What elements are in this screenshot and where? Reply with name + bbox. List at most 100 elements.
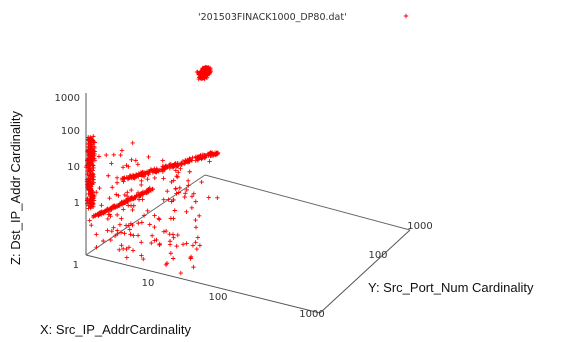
- data-point: [114, 180, 120, 185]
- data-point: [91, 134, 96, 139]
- y-tick-label: 1000: [407, 221, 432, 232]
- data-point: [91, 139, 96, 145]
- data-point: [135, 162, 141, 167]
- data-point: [87, 168, 92, 173]
- data-point: [119, 216, 124, 221]
- data-point: [115, 228, 120, 233]
- data-point: [141, 171, 146, 177]
- legend-marker: [403, 13, 409, 19]
- z-floor-tick-label: 1: [73, 260, 79, 271]
- data-point: [87, 173, 93, 178]
- data-point: [86, 181, 92, 186]
- data-point: [139, 220, 145, 225]
- data-point: [92, 149, 97, 154]
- data-point: [202, 155, 207, 161]
- data-point: [167, 239, 173, 244]
- axes-frame: [85, 93, 411, 314]
- data-point: [185, 178, 191, 184]
- data-point: [160, 158, 165, 163]
- data-point: [207, 67, 212, 72]
- data-point: [167, 166, 173, 171]
- data-point: [88, 205, 94, 210]
- data-point: [140, 197, 145, 202]
- data-point: [89, 144, 94, 149]
- data-point: [119, 200, 124, 205]
- data-point: [193, 199, 198, 204]
- x-axis-label: X: Src_IP_AddrCardinality: [40, 322, 192, 337]
- data-point: [91, 156, 96, 161]
- data-point: [90, 177, 95, 182]
- data-point: [149, 167, 154, 173]
- data-point: [193, 240, 198, 245]
- data-point: [136, 220, 141, 226]
- data-point: [143, 189, 149, 195]
- data-point: [122, 231, 127, 236]
- data-point: [165, 189, 170, 194]
- data-point: [174, 191, 179, 196]
- data-point: [101, 238, 106, 244]
- data-point: [197, 243, 203, 248]
- data-point: [132, 194, 137, 200]
- data-point: [116, 193, 121, 198]
- data-point: [139, 178, 144, 183]
- data-point: [89, 222, 94, 228]
- data-point: [198, 76, 204, 81]
- data-point: [91, 213, 97, 218]
- data-point: [120, 176, 125, 181]
- data-point: [87, 159, 93, 164]
- data-point: [182, 194, 187, 200]
- data-point: [126, 245, 132, 250]
- data-point: [130, 248, 136, 253]
- data-point: [105, 208, 110, 213]
- data-point: [85, 161, 91, 166]
- data-point: [108, 214, 113, 219]
- data-point: [178, 270, 184, 276]
- data-point: [119, 243, 124, 248]
- data-point: [121, 199, 126, 204]
- data-point: [117, 247, 122, 253]
- data-point: [131, 233, 136, 238]
- data-point: [193, 217, 198, 223]
- data-point: [139, 182, 144, 188]
- z-axis-label: Z: Dst_IP_Addr Cardinality: [8, 111, 23, 265]
- data-point: [90, 202, 95, 208]
- data-point: [184, 209, 189, 215]
- data-point: [173, 168, 178, 173]
- data-point: [194, 246, 200, 252]
- data-point: [118, 152, 123, 158]
- data-point: [175, 174, 180, 180]
- data-point: [130, 140, 135, 146]
- data-point: [88, 144, 93, 150]
- data-point: [110, 206, 116, 211]
- floor-far-edge: [204, 174, 411, 231]
- data-point: [145, 177, 150, 182]
- data-point: [109, 161, 114, 166]
- data-point: [137, 192, 143, 197]
- data-point: [118, 230, 124, 235]
- data-point: [193, 155, 199, 161]
- data-point: [92, 145, 97, 151]
- data-point: [174, 164, 180, 169]
- data-point: [136, 171, 142, 176]
- y-axis-ticks: 100 1000: [368, 221, 432, 261]
- data-point: [187, 169, 192, 174]
- data-point: [96, 154, 102, 159]
- data-point: [161, 197, 166, 202]
- data-point: [89, 192, 94, 197]
- data-point: [188, 256, 193, 261]
- data-point: [191, 191, 196, 196]
- data-point: [106, 173, 111, 178]
- data-point: [88, 198, 94, 203]
- data-point: [94, 190, 99, 195]
- data-point: [125, 190, 130, 195]
- data-point: [186, 183, 191, 188]
- data-point: [171, 235, 176, 240]
- data-point: [152, 213, 157, 218]
- y-axis-label: Y: Src_Port_Num Cardinality: [368, 280, 534, 295]
- data-point: [172, 208, 177, 213]
- data-point: [96, 213, 101, 218]
- data-point: [153, 170, 159, 175]
- data-point: [94, 245, 99, 250]
- data-point: [166, 162, 172, 168]
- data-point: [126, 223, 131, 228]
